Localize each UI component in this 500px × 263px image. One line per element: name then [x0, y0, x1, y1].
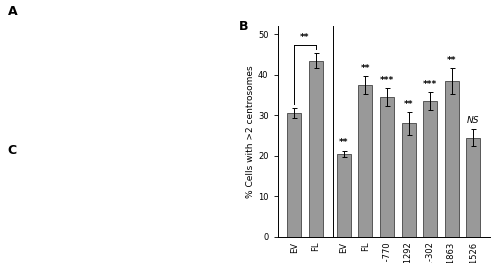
- Text: **: **: [360, 64, 370, 73]
- Bar: [402, 123, 415, 237]
- Text: **: **: [447, 56, 456, 65]
- Text: A: A: [8, 5, 17, 18]
- Bar: [308, 61, 323, 237]
- Text: ***: ***: [423, 80, 438, 89]
- Bar: [337, 154, 351, 237]
- Text: ***: ***: [380, 76, 394, 85]
- Bar: [358, 85, 372, 237]
- Y-axis label: % Cells with >2 centrosomes: % Cells with >2 centrosomes: [246, 65, 255, 198]
- Bar: [287, 113, 301, 237]
- Text: **: **: [339, 138, 348, 147]
- Bar: [466, 138, 480, 237]
- Text: **: **: [300, 33, 310, 43]
- Bar: [444, 81, 459, 237]
- Bar: [423, 101, 437, 237]
- Text: **: **: [404, 100, 413, 109]
- Text: NS: NS: [467, 117, 479, 125]
- Text: B: B: [240, 20, 249, 33]
- Bar: [380, 97, 394, 237]
- Text: C: C: [8, 144, 16, 157]
